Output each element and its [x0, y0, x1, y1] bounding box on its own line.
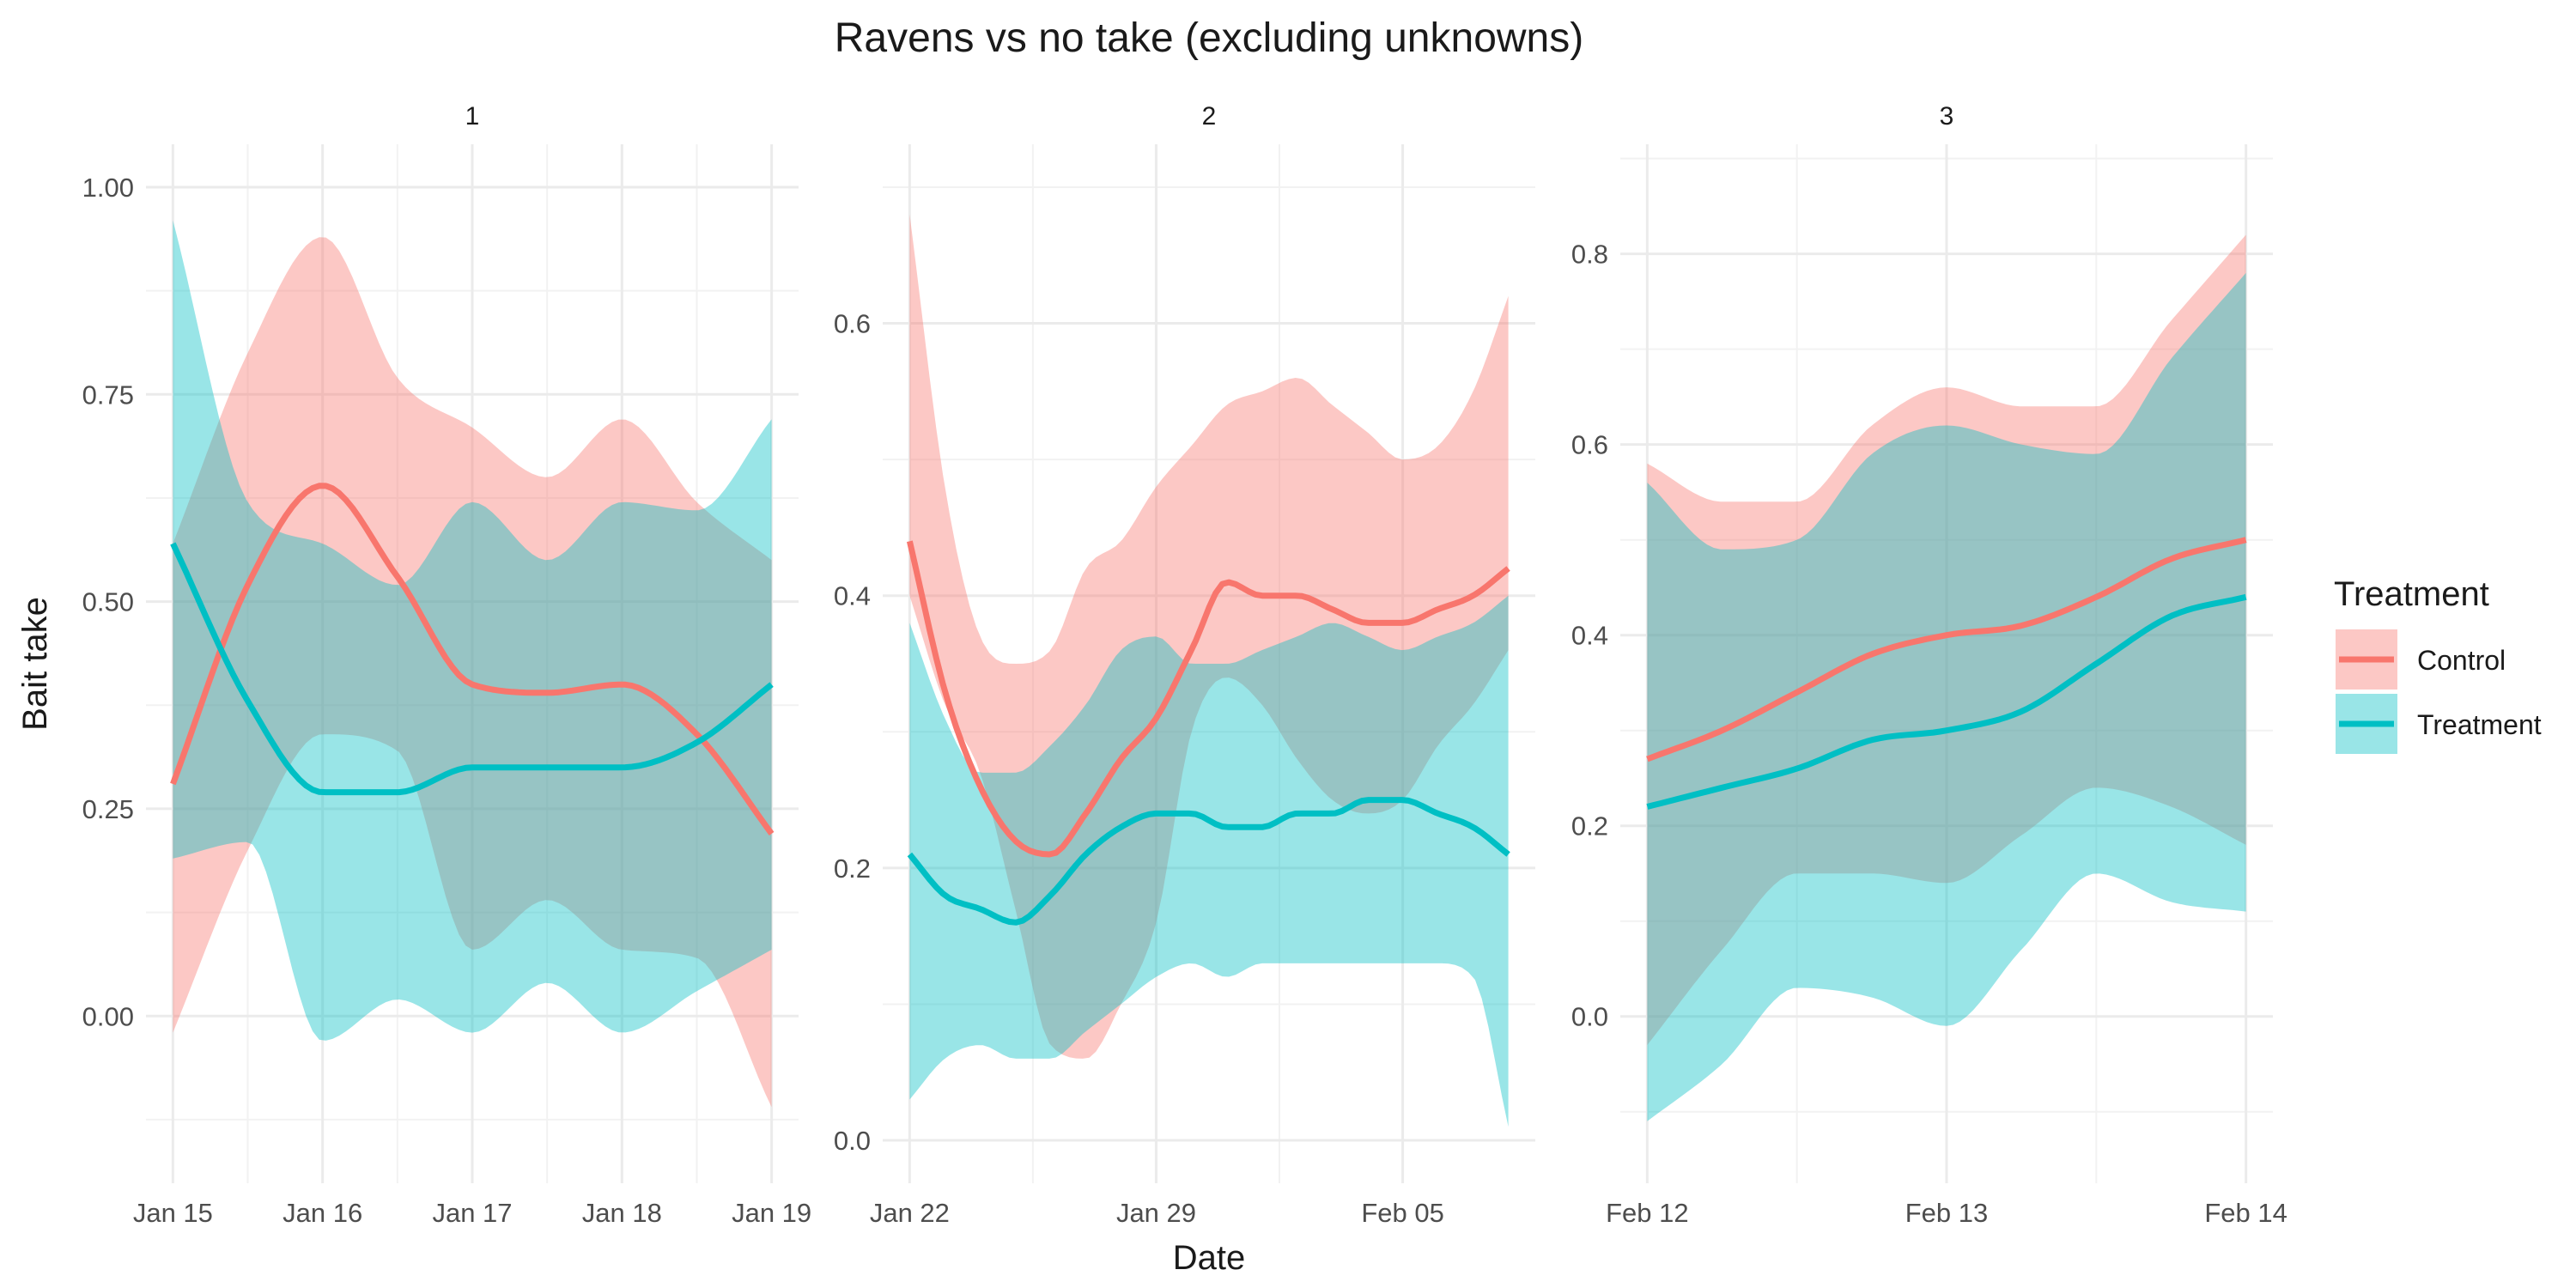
facet-strip-label-1: 1 [465, 102, 480, 131]
series-line-control [170, 483, 775, 835]
x-tick-label: Jan 29 [1116, 1198, 1196, 1228]
facet-panel-1: 1 0.00 0.25 0.50 0.75 1.00 Jan 15 Jan 16 Jan 17… [82, 102, 812, 1228]
plot-area [1646, 234, 2247, 1121]
y-tick-label: 0.00 [82, 1001, 134, 1031]
facet-strip-label-2: 2 [1202, 102, 1217, 131]
x-tick-label: Feb 13 [1905, 1198, 1989, 1228]
x-tick-label: Jan 19 [732, 1198, 811, 1228]
y-tick-label: 0.6 [1571, 430, 1608, 460]
plot-area [906, 214, 1510, 1127]
gridlines [883, 144, 1535, 1183]
confidence-ribbon-treatment [1647, 272, 2246, 1121]
x-axis-title: Date [1173, 1239, 1246, 1277]
facet-panel-2: 2 0.0 0.2 0.4 0.6 Jan 22 Jan 29 Feb 05 [834, 102, 1535, 1228]
x-tick-label: Feb 05 [1361, 1198, 1444, 1228]
y-tick-label: 0.4 [1571, 621, 1608, 651]
y-tick-label: 0.8 [1571, 240, 1608, 270]
legend-title: Treatment [2334, 575, 2489, 613]
y-tick-label: 0.6 [834, 309, 871, 339]
y-tick-label: 0.50 [82, 587, 134, 617]
y-tick-label: 0.0 [1571, 1002, 1608, 1032]
legend: Treatment Control Treatment [2334, 575, 2542, 754]
x-tick-label: Jan 15 [133, 1198, 213, 1228]
series-line-control [906, 540, 1510, 858]
y-tick-label: 0.0 [834, 1126, 871, 1156]
y-tick-label: 0.2 [1571, 811, 1608, 841]
legend-label-control: Control [2417, 645, 2506, 676]
series-line-treatment [1646, 593, 2247, 810]
x-tick-label: Jan 18 [582, 1198, 662, 1228]
chart-title: Ravens vs no take (excluding unknowns) [835, 15, 1583, 61]
legend-item-control: Control [2336, 629, 2506, 690]
x-tick-label: Feb 14 [2204, 1198, 2287, 1228]
plot-area [170, 220, 775, 1108]
y-tick-label: 0.25 [82, 794, 134, 824]
confidence-ribbon-control [1647, 234, 2246, 1045]
y-tick-label: 1.00 [82, 173, 134, 203]
gridlines [146, 144, 799, 1183]
x-tick-label: Jan 16 [283, 1198, 362, 1228]
x-tick-label: Feb 12 [1606, 1198, 1689, 1228]
y-tick-label: 0.2 [834, 854, 871, 884]
y-axis-title: Bait take [16, 597, 54, 731]
confidence-ribbon-treatment [173, 220, 772, 1041]
x-tick-label: Jan 17 [432, 1198, 512, 1228]
series-line-control [1646, 537, 2247, 762]
legend-item-treatment: Treatment [2336, 694, 2542, 754]
y-tick-label: 0.4 [834, 581, 871, 611]
facet-strip-label-3: 3 [1940, 102, 1954, 131]
x-tick-label: Jan 22 [870, 1198, 950, 1228]
series-line-treatment [907, 797, 1510, 926]
y-tick-label: 0.75 [82, 380, 134, 410]
confidence-ribbon-treatment [909, 595, 1509, 1127]
facet-panel-3: 3 0.0 0.2 0.4 0.6 0.8 Feb 12 Feb 13 Feb 14 [1571, 102, 2287, 1228]
series-line-treatment [170, 542, 774, 796]
confidence-ribbon-control [173, 237, 772, 1108]
legend-label-treatment: Treatment [2417, 709, 2542, 740]
